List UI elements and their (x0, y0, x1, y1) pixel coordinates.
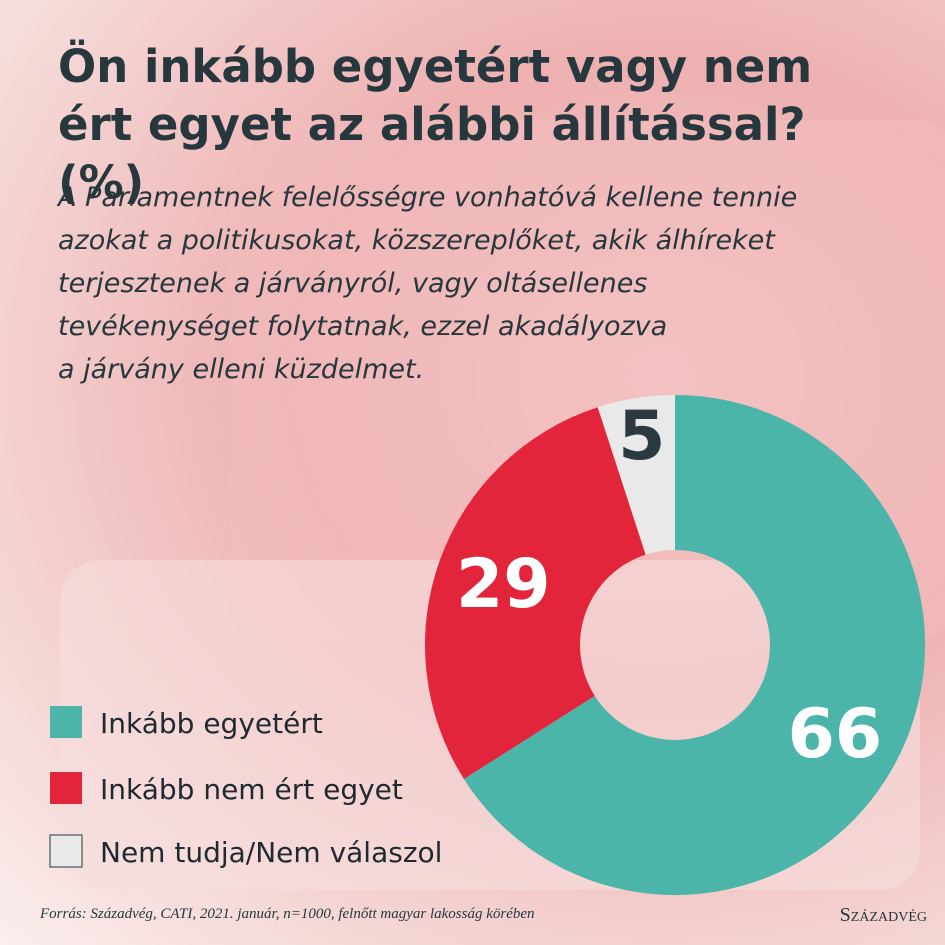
subtitle-line: a járvány elleni küzdelmet. (58, 354, 425, 385)
subtitle-line: terjesztenek a járványról, vagy oltásell… (58, 268, 648, 299)
source: Forrás: Századvég, CATI, 2021. január, n… (40, 906, 535, 922)
legend-label: Inkább egyetért (100, 707, 323, 740)
data-label: 66 (788, 695, 883, 774)
subtitle-line: A Parlamentnek felelősségre vonhatóvá ke… (58, 182, 798, 213)
subtitle-line: azokat a politikusokat, közszereplőket, … (58, 225, 775, 256)
subtitle-line: tevékenységet folytatnak, ezzel akadályo… (58, 311, 668, 342)
legend-label: Inkább nem ért egyet (100, 773, 403, 806)
data-label: 5 (618, 397, 665, 476)
donut-segment (597, 395, 675, 555)
logo: Századvég (839, 904, 927, 926)
data-label: 29 (456, 545, 551, 624)
chart-title: Ön inkább egyetért vagy nem ért egyet az… (58, 40, 813, 209)
legend-swatch (50, 706, 82, 738)
donut-segment (424, 407, 646, 779)
legend-label: Nem tudja/Nem válaszol (100, 836, 442, 869)
subtitle: A Parlamentnek felelősségre vonhatóvá ke… (58, 176, 797, 391)
legend-swatch (49, 834, 83, 868)
donut-segment (463, 395, 925, 895)
legend-swatch (50, 772, 82, 804)
